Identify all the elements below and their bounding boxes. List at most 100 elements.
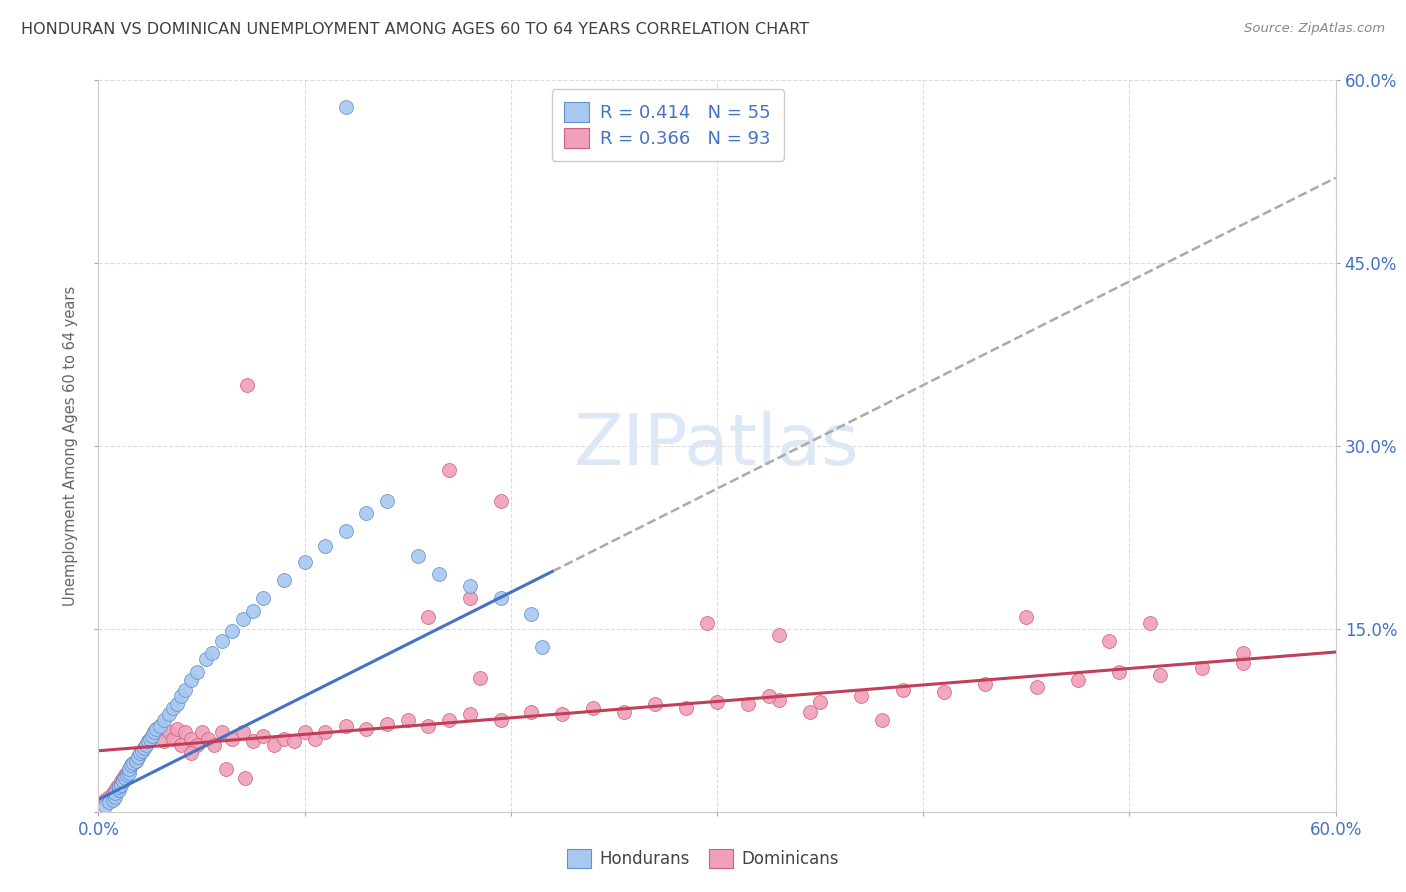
Point <box>97 790 120 805</box>
Point <box>1067 673 1090 687</box>
Point <box>170 689 193 703</box>
Point <box>104 787 127 801</box>
Point <box>356 722 378 736</box>
Point <box>174 725 197 739</box>
Point <box>283 734 305 748</box>
Point <box>110 774 132 789</box>
Point <box>294 555 316 569</box>
Point <box>166 698 188 712</box>
Point <box>458 591 481 606</box>
Point <box>1108 665 1130 679</box>
Point <box>124 754 146 768</box>
Point <box>114 768 136 782</box>
Point <box>120 758 142 772</box>
Point <box>233 771 256 785</box>
Point <box>118 762 141 776</box>
Point <box>197 731 219 746</box>
Point <box>551 707 574 722</box>
Point <box>97 795 120 809</box>
Point <box>190 725 212 739</box>
Point <box>186 738 208 752</box>
Point <box>418 719 440 733</box>
Point <box>375 494 398 508</box>
Point <box>252 729 274 743</box>
Point <box>145 722 167 736</box>
Point <box>166 722 188 736</box>
Point <box>202 738 225 752</box>
Point <box>112 774 135 789</box>
Point <box>131 744 153 758</box>
Point <box>162 731 184 746</box>
Text: HONDURAN VS DOMINICAN UNEMPLOYMENT AMONG AGES 60 TO 64 YEARS CORRELATION CHART: HONDURAN VS DOMINICAN UNEMPLOYMENT AMONG… <box>21 22 810 37</box>
Point <box>520 705 543 719</box>
Point <box>132 741 155 756</box>
Point <box>1191 661 1213 675</box>
Point <box>396 714 419 728</box>
Point <box>644 698 666 712</box>
Point <box>105 780 128 795</box>
Point <box>932 685 955 699</box>
Point <box>149 719 172 733</box>
Legend: R = 0.414   N = 55, R = 0.366   N = 93: R = 0.414 N = 55, R = 0.366 N = 93 <box>551 89 783 161</box>
Point <box>530 640 553 655</box>
Point <box>706 695 728 709</box>
Point <box>143 725 166 739</box>
Point <box>104 790 127 805</box>
Point <box>418 609 440 624</box>
Point <box>870 714 893 728</box>
Point <box>427 567 450 582</box>
Point <box>135 738 157 752</box>
Point <box>139 731 162 746</box>
Point <box>696 615 718 630</box>
Point <box>1149 668 1171 682</box>
Point <box>162 701 184 715</box>
Point <box>101 792 124 806</box>
Point <box>613 705 636 719</box>
Point <box>139 731 162 746</box>
Point <box>211 725 233 739</box>
Point <box>335 524 357 539</box>
Legend: Hondurans, Dominicans: Hondurans, Dominicans <box>561 843 845 875</box>
Point <box>122 756 145 770</box>
Point <box>758 689 780 703</box>
Point <box>157 725 180 739</box>
Point <box>458 579 481 593</box>
Point <box>242 734 264 748</box>
Point <box>768 628 790 642</box>
Point <box>737 698 759 712</box>
Point <box>1232 646 1254 660</box>
Point <box>141 729 163 743</box>
Point <box>489 591 512 606</box>
Point <box>221 731 243 746</box>
Point <box>273 731 295 746</box>
Point <box>356 506 378 520</box>
Point <box>294 725 316 739</box>
Point <box>117 768 139 782</box>
Point <box>118 762 141 776</box>
Point <box>458 707 481 722</box>
Point <box>174 682 197 697</box>
Point <box>149 719 172 733</box>
Point <box>808 695 831 709</box>
Point <box>221 624 243 639</box>
Point <box>1015 609 1038 624</box>
Point <box>118 765 141 780</box>
Point <box>114 771 136 785</box>
Point <box>335 100 357 114</box>
Point <box>128 746 150 760</box>
Point <box>314 725 336 739</box>
Point <box>211 634 233 648</box>
Point <box>108 780 131 795</box>
Point <box>194 652 217 666</box>
Y-axis label: Unemployment Among Ages 60 to 64 years: Unemployment Among Ages 60 to 64 years <box>63 285 79 607</box>
Point <box>201 646 224 660</box>
Point <box>145 722 167 736</box>
Point <box>489 714 512 728</box>
Point <box>437 714 460 728</box>
Point <box>263 738 285 752</box>
Point <box>582 701 605 715</box>
Point <box>93 792 115 806</box>
Point <box>110 778 132 792</box>
Point <box>122 756 145 770</box>
Point <box>108 782 131 797</box>
